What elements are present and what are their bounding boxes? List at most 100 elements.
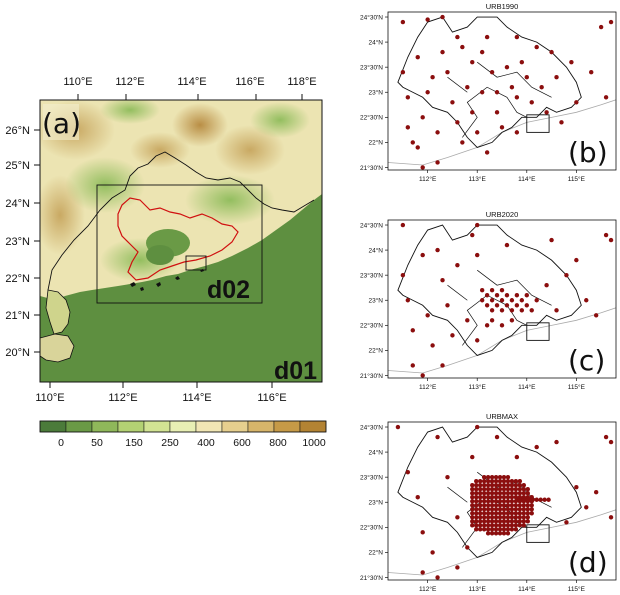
- urban-point: [470, 499, 475, 504]
- urban-point: [505, 487, 511, 492]
- urban-point: [549, 49, 554, 55]
- urban-point: [493, 499, 499, 504]
- urban-point: [517, 511, 523, 516]
- urban-point: [514, 497, 520, 502]
- lat-tick-label: 21°30'N: [360, 164, 383, 172]
- lon-tick-top: 118°E: [287, 76, 316, 88]
- urban-point: [521, 491, 527, 496]
- urban-point: [501, 507, 507, 512]
- urban-point: [481, 515, 487, 520]
- urban-point: [534, 44, 539, 50]
- urban-point: [525, 507, 530, 512]
- urban-point: [525, 515, 530, 520]
- urban-point: [470, 511, 475, 516]
- lat-tick-label: 24°30'N: [360, 13, 383, 21]
- urban-point: [494, 90, 500, 95]
- lat-tick-label: 22°N: [368, 549, 383, 557]
- urban-point: [501, 474, 507, 480]
- urban-point: [485, 515, 491, 520]
- urban-point: [474, 511, 479, 516]
- lat-tick-label: 23°N: [368, 89, 383, 97]
- urban-point: [521, 515, 527, 520]
- urban-point: [475, 338, 480, 343]
- urban-point: [513, 519, 519, 524]
- urban-point: [505, 519, 511, 524]
- urban-point: [497, 491, 503, 496]
- urban-point: [603, 434, 609, 440]
- urban-point: [513, 507, 519, 512]
- urban-point: [435, 247, 440, 253]
- colorbar-swatch: [273, 420, 301, 433]
- urban-point: [470, 483, 475, 488]
- urban-point: [509, 298, 515, 303]
- colorbar-swatch: [299, 420, 327, 433]
- urban-point: [497, 511, 503, 516]
- urban-point: [504, 303, 510, 308]
- urban-point: [493, 515, 499, 520]
- urban-point: [509, 491, 515, 496]
- urban-point: [554, 75, 559, 80]
- urban-point: [485, 527, 491, 532]
- urban-point: [509, 487, 515, 492]
- colorbar-swatch: [221, 420, 249, 433]
- urban-point: [489, 511, 495, 516]
- province-outline: [397, 16, 582, 148]
- scatter-panel-label: (b): [568, 136, 608, 169]
- urban-point: [489, 478, 495, 484]
- d02-domain-box: [96, 184, 263, 304]
- urban-point: [475, 222, 480, 228]
- urban-point: [494, 303, 500, 308]
- scatter-panels: URB1990 24°30'N 24°N 23°30'N 23°N 22°30'N 22°N…: [360, 2, 617, 593]
- urban-point: [493, 507, 499, 512]
- urban-point: [489, 308, 495, 313]
- urban-point: [470, 515, 475, 520]
- urban-point: [400, 222, 406, 228]
- lat-tick-label: 24°N: [368, 448, 383, 456]
- urban-point: [505, 503, 511, 508]
- colorbar-swatch: [247, 420, 275, 433]
- urban-point: [400, 19, 406, 25]
- urban-point: [489, 523, 495, 528]
- coastline: [388, 509, 616, 576]
- urban-point: [603, 232, 609, 238]
- lat-tick-label: 22°30'N: [360, 322, 383, 330]
- urban-point: [509, 318, 515, 323]
- urban-point: [521, 523, 527, 528]
- lat-tick-label: 22°N: [368, 139, 383, 147]
- urban-point: [505, 531, 511, 536]
- urban-point: [501, 491, 507, 496]
- urban-point: [593, 313, 599, 318]
- urban-point: [514, 34, 520, 40]
- urban-point: [481, 495, 487, 500]
- urban-point: [489, 503, 495, 508]
- lat-tick-label: 22°30'N: [360, 524, 383, 532]
- urban-point: [485, 474, 491, 480]
- urban-point: [460, 44, 465, 50]
- urban-point: [481, 511, 487, 516]
- urban-point: [559, 120, 564, 125]
- urban-point: [494, 434, 500, 440]
- lon-tick-label: 114°E: [518, 585, 536, 593]
- lat-tick-label: 23°N: [368, 297, 383, 305]
- urban-point: [530, 497, 535, 502]
- urban-point: [479, 49, 485, 55]
- urban-point: [477, 478, 483, 484]
- urban-point: [415, 495, 420, 500]
- urban-point: [513, 487, 519, 492]
- panel-a-left-ticks: [34, 129, 40, 353]
- urban-point: [497, 499, 503, 504]
- lat-tick: 25°N: [5, 160, 30, 172]
- urban-point: [484, 303, 490, 308]
- urban-point: [521, 503, 527, 508]
- urban-point: [501, 515, 507, 520]
- urban-point: [474, 507, 479, 512]
- urban-point: [489, 318, 495, 323]
- city-boundary: [477, 269, 552, 306]
- urban-point: [501, 503, 507, 508]
- urban-point: [499, 125, 505, 130]
- urban-point: [481, 487, 487, 492]
- urban-point: [608, 237, 614, 243]
- urban-point: [584, 298, 589, 303]
- urban-point: [481, 523, 487, 528]
- lon-tick-top: 116°E: [235, 76, 264, 88]
